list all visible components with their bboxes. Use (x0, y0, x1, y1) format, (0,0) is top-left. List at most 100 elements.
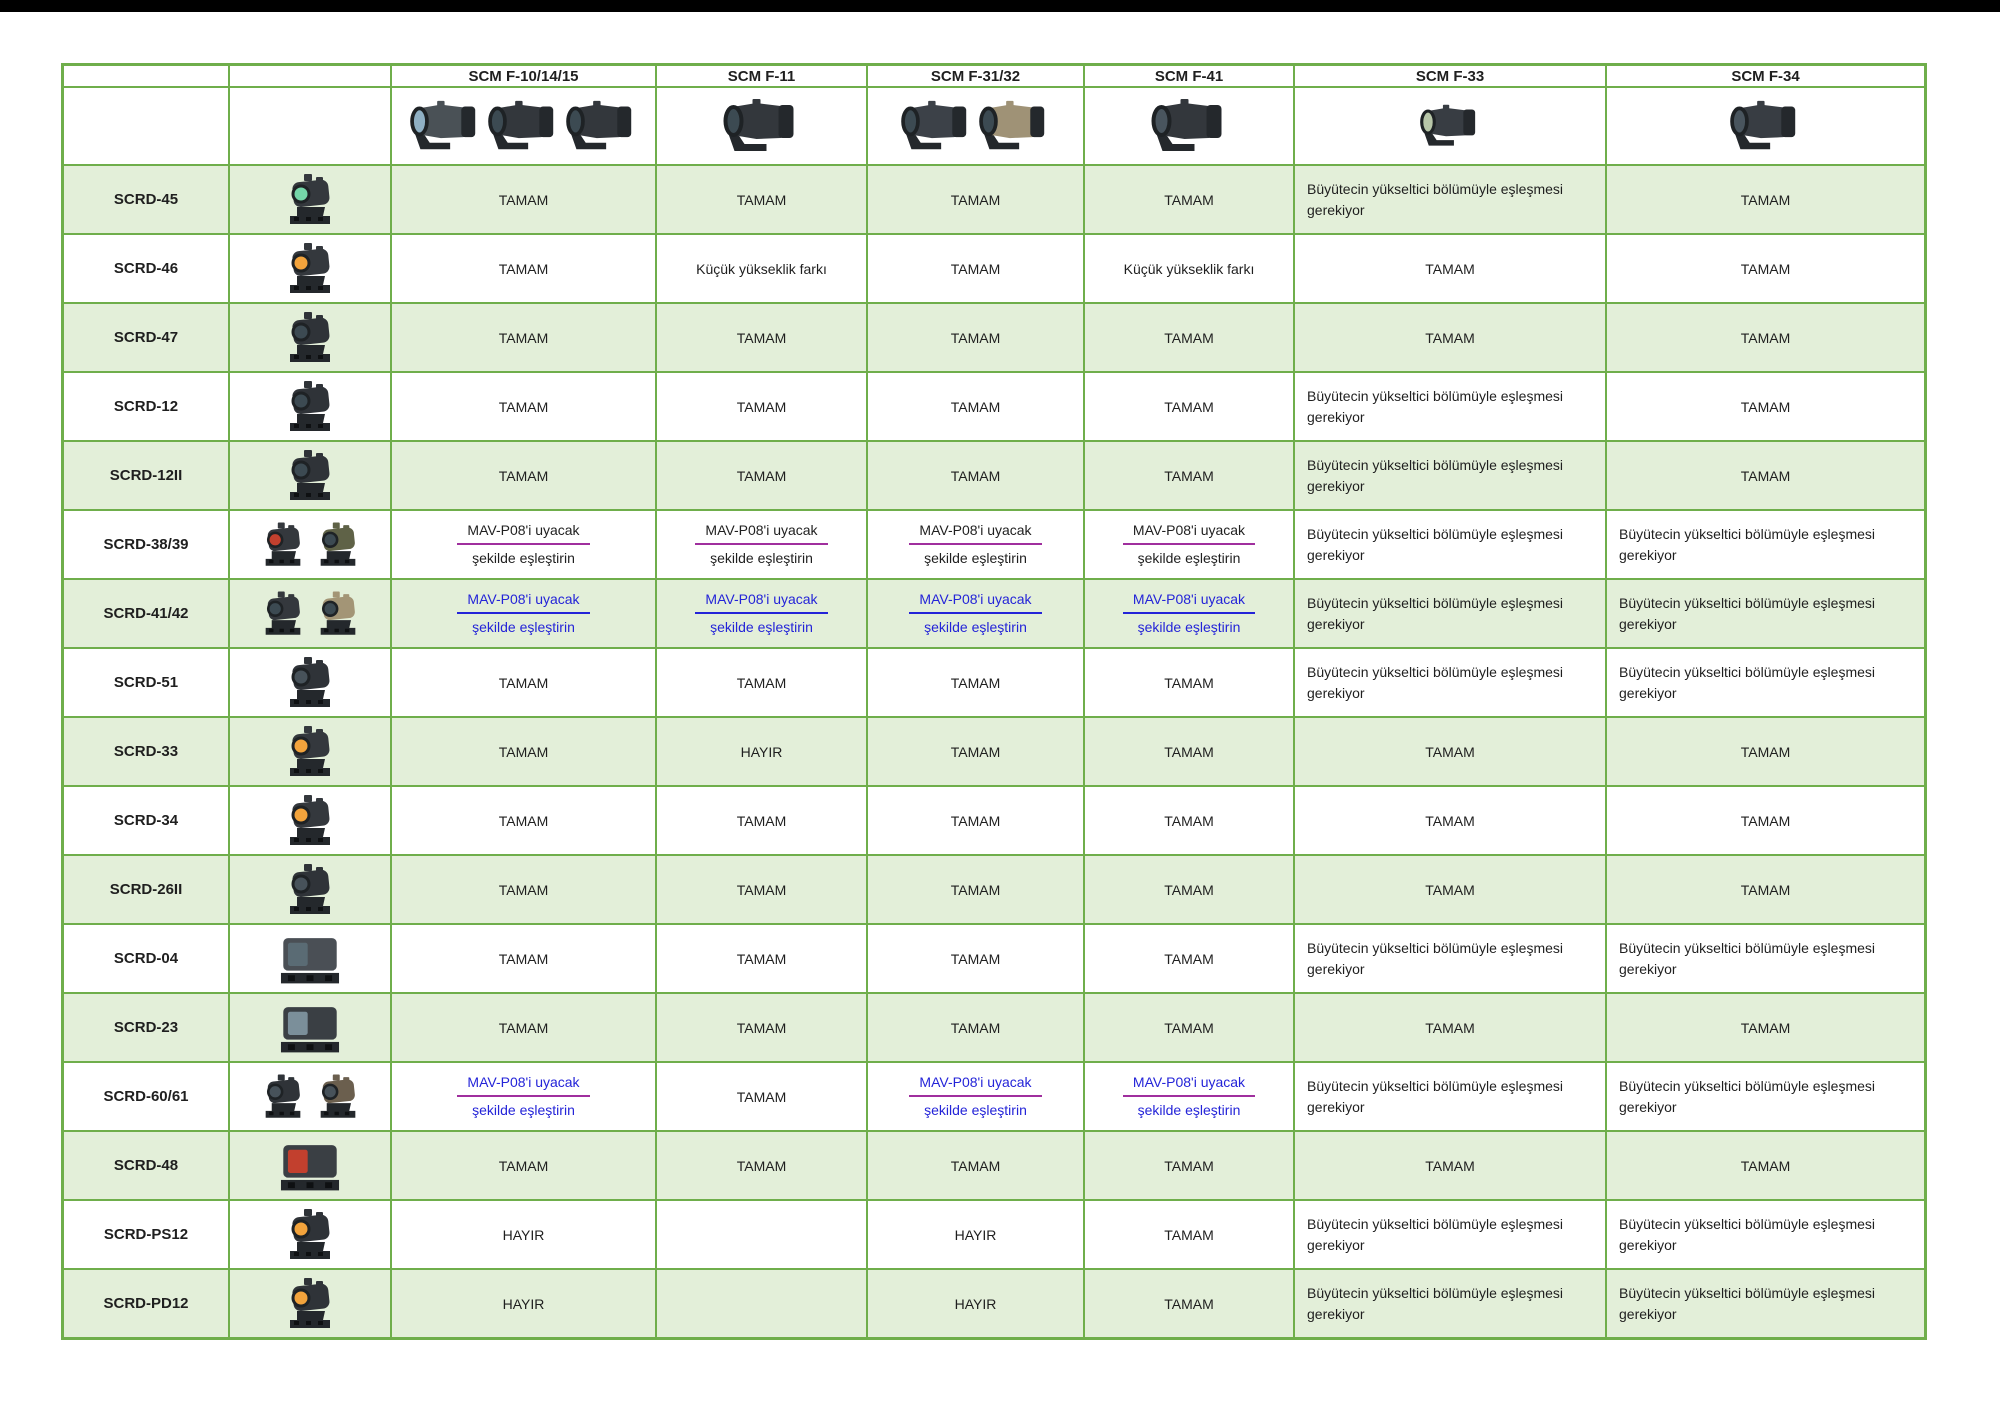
riser-note-text: Büyütecin yükseltici bölümüyle eşleşmesi… (1619, 663, 1875, 701)
compat-cell-ok: TAMAM (656, 441, 867, 510)
riser-note-text: Büyütecin yükseltici bölümüyle eşleşmesi… (1307, 1077, 1563, 1115)
mav-link-line2: şekilde eşleştirin (472, 1102, 575, 1118)
compat-cell-ok: TAMAM (1294, 786, 1606, 855)
red-dot-sight-image (320, 1073, 355, 1118)
row-name-label: SCRD-04 (113, 950, 179, 967)
compat-cell-mav-link[interactable]: MAV-P08'i uyacak şekilde eşleştirin (656, 510, 867, 579)
header-product-images-f34 (1606, 87, 1925, 165)
compat-cell-empty (656, 1200, 867, 1269)
compat-cell-riser-note: Büyütecin yükseltici bölümüyle eşleşmesi… (1294, 648, 1606, 717)
red-dot-sight-image (290, 725, 330, 776)
compat-cell-mav-link[interactable]: MAV-P08'i uyacak şekilde eşleştirin (1084, 579, 1294, 648)
row-name-label: SCRD-PD12 (103, 1295, 189, 1312)
compat-cell-ok: TAMAM (867, 924, 1084, 993)
compat-cell-mav-link[interactable]: MAV-P08'i uyacak şekilde eşleştirin (867, 510, 1084, 579)
ok-text: TAMAM (498, 1157, 549, 1174)
column-header-label: SCM F-11 (727, 67, 796, 85)
magnifier-image (979, 100, 1045, 150)
mav-link-line1[interactable]: MAV-P08'i uyacak (1122, 521, 1256, 545)
red-dot-sight-image (290, 380, 330, 431)
ok-text: TAMAM (736, 467, 787, 484)
red-dot-sight-image (290, 449, 330, 500)
red-dot-sight-image (290, 1208, 330, 1259)
compat-cell-ok: TAMAM (867, 993, 1084, 1062)
compat-cell-ok: TAMAM (1084, 855, 1294, 924)
ok-text: TAMAM (1164, 398, 1214, 415)
ok-text: TAMAM (736, 1157, 787, 1174)
compat-cell-ok: TAMAM (391, 717, 656, 786)
ok-text: TAMAM (498, 329, 549, 346)
holographic-sight-image (280, 1144, 340, 1190)
ok-text: TAMAM (498, 881, 549, 898)
compat-cell-height-diff: Küçük yükseklik farkı (1084, 234, 1294, 303)
mav-link-line1[interactable]: MAV-P08'i uyacak (457, 1073, 590, 1097)
compat-cell-mav-link[interactable]: MAV-P08'i uyacak şekilde eşleştirin (867, 1062, 1084, 1131)
compat-cell-ok: TAMAM (1294, 717, 1606, 786)
compat-cell-no: HAYIR (656, 717, 867, 786)
magnifier-image (1730, 100, 1796, 150)
compat-cell-ok: TAMAM (656, 786, 867, 855)
compat-cell-riser-note: Büyütecin yükseltici bölümüyle eşleşmesi… (1606, 1269, 1925, 1338)
mav-link-line2: şekilde eşleştirin (710, 619, 813, 635)
mav-link-line1[interactable]: MAV-P08'i uyacak (457, 590, 590, 614)
compat-cell-mav-link[interactable]: MAV-P08'i uyacak şekilde eşleştirin (1084, 510, 1294, 579)
mav-link-line1[interactable]: MAV-P08'i uyacak (457, 521, 590, 545)
compat-cell-mav-link[interactable]: MAV-P08'i uyacak şekilde eşleştirin (391, 1062, 656, 1131)
compat-cell-ok: TAMAM (1084, 1269, 1294, 1338)
ok-text: TAMAM (1740, 260, 1791, 277)
mav-link-line1[interactable]: MAV-P08'i uyacak (1122, 1073, 1256, 1097)
magnifier-image (901, 100, 967, 150)
row-product-image-SCRD-60/61 (229, 1062, 391, 1131)
column-header-label: SCM F-41 (1154, 67, 1224, 85)
ok-text: TAMAM (1740, 743, 1791, 760)
row-name-label: SCRD-12 (113, 398, 179, 415)
riser-note-text: Büyütecin yükseltici bölümüyle eşleşmesi… (1619, 1215, 1875, 1253)
compat-cell-ok: TAMAM (391, 924, 656, 993)
compat-cell-ok: TAMAM (1084, 993, 1294, 1062)
compat-cell-mav-link[interactable]: MAV-P08'i uyacak şekilde eşleştirin (867, 579, 1084, 648)
no-text: HAYIR (502, 1226, 545, 1243)
compat-cell-mav-link[interactable]: MAV-P08'i uyacak şekilde eşleştirin (1084, 1062, 1294, 1131)
compat-cell-ok: TAMAM (1606, 372, 1925, 441)
compat-cell-mav-link[interactable]: MAV-P08'i uyacak şekilde eşleştirin (391, 510, 656, 579)
mav-link-line1[interactable]: MAV-P08'i uyacak (695, 590, 828, 614)
ok-text: TAMAM (1164, 467, 1214, 484)
compat-cell-empty (656, 1269, 867, 1338)
compat-cell-mav-link[interactable]: MAV-P08'i uyacak şekilde eşleştirin (391, 579, 656, 648)
column-header-empty (63, 65, 229, 87)
ok-text: TAMAM (950, 191, 1001, 208)
row-name-SCRD-23: SCRD-23 (63, 993, 229, 1062)
row-name-SCRD-46: SCRD-46 (63, 234, 229, 303)
red-dot-sight-image (290, 311, 330, 362)
magnifier-image (1151, 99, 1221, 151)
compat-cell-ok: TAMAM (867, 786, 1084, 855)
compat-cell-riser-note: Büyütecin yükseltici bölümüyle eşleşmesi… (1294, 924, 1606, 993)
column-header-label: SCM F-31/32 (930, 67, 1021, 85)
mav-link-line2: şekilde eşleştirin (710, 550, 813, 566)
ok-text: TAMAM (1164, 743, 1214, 760)
ok-text: TAMAM (736, 191, 787, 208)
header-image-empty (63, 87, 229, 165)
row-name-SCRD-41/42: SCRD-41/42 (63, 579, 229, 648)
ok-text: TAMAM (1740, 812, 1791, 829)
ok-text: TAMAM (950, 329, 1001, 346)
compat-cell-ok: TAMAM (656, 1131, 867, 1200)
mav-link-line1[interactable]: MAV-P08'i uyacak (909, 521, 1042, 545)
mav-link-line1[interactable]: MAV-P08'i uyacak (1122, 590, 1256, 614)
compat-cell-riser-note: Büyütecin yükseltici bölümüyle eşleşmesi… (1606, 648, 1925, 717)
row-name-label: SCRD-23 (113, 1019, 179, 1036)
ok-text: TAMAM (1164, 1226, 1214, 1243)
mav-link-line1[interactable]: MAV-P08'i uyacak (695, 521, 828, 545)
magnifier-image (1420, 104, 1476, 146)
row-product-image-SCRD-48 (229, 1131, 391, 1200)
ok-text: TAMAM (950, 950, 1001, 967)
mav-link-line1[interactable]: MAV-P08'i uyacak (909, 1073, 1042, 1097)
red-dot-sight-image (265, 590, 300, 635)
ok-text: TAMAM (1425, 881, 1475, 898)
row-product-image-SCRD-23 (229, 993, 391, 1062)
ok-text: TAMAM (1164, 881, 1214, 898)
ok-text: TAMAM (498, 467, 549, 484)
compat-cell-mav-link[interactable]: MAV-P08'i uyacak şekilde eşleştirin (656, 579, 867, 648)
mav-link-line1[interactable]: MAV-P08'i uyacak (909, 590, 1042, 614)
compat-cell-riser-note: Büyütecin yükseltici bölümüyle eşleşmesi… (1294, 372, 1606, 441)
